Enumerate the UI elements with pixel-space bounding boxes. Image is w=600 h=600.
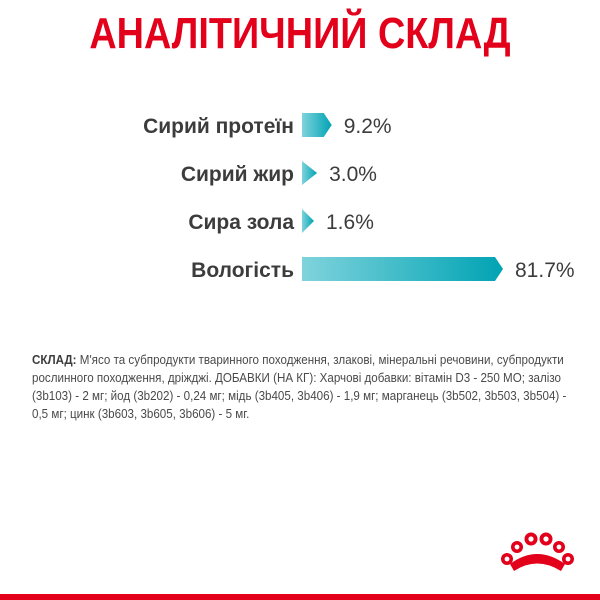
page-title: АНАЛІТИЧНИЙ СКЛАД xyxy=(89,9,511,58)
composition-lead: СКЛАД: xyxy=(32,352,77,367)
value-label: 3.0% xyxy=(329,163,377,186)
composition-text: СКЛАД: М'ясо та субпродукти тваринного п… xyxy=(32,351,572,423)
bar xyxy=(302,161,318,185)
brand-bottom-bar xyxy=(0,594,600,600)
bar xyxy=(302,113,332,137)
composition-body: М'ясо та субпродукти тваринного походжен… xyxy=(32,352,567,421)
value-label: 9.2% xyxy=(344,115,392,138)
category-label: Сирий жир xyxy=(181,163,294,186)
royal-canin-crown-icon xyxy=(501,532,574,571)
value-label: 81.7% xyxy=(515,259,575,282)
category-label: Сирий протеїн xyxy=(143,115,294,138)
composition-chart: Сирий протеїн 9.2% Сирий жир 3.0% Сира зола 1… xyxy=(143,113,575,282)
value-label: 1.6% xyxy=(326,211,374,234)
bar xyxy=(302,209,314,233)
bar xyxy=(302,257,503,281)
category-label: Вологість xyxy=(191,259,294,282)
category-label: Сира зола xyxy=(188,211,294,234)
